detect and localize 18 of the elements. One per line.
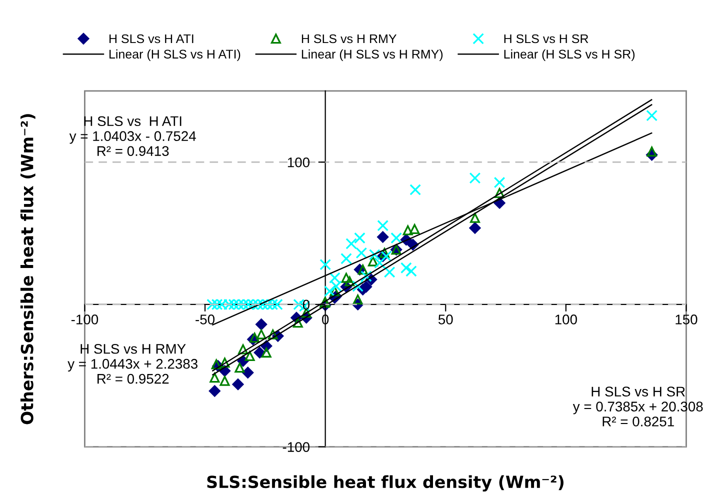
legend-label: Linear (H SLS vs H ATI) [110, 49, 240, 62]
legend-label: Linear (H SLS vs H SR) [504, 49, 635, 62]
annotation: H SLS vs H ATI y = 1.0403x - 0.7524 R² = 0.9413 [69, 116, 196, 156]
annotation: H SLS vs H RMY y = 1.0443x + 2.2383 R² = 0.9522 [68, 344, 198, 384]
legend-label: Linear (H SLS vs H RMY) [302, 49, 443, 62]
legend-label: H SLS vs H RMY [302, 34, 396, 44]
y-tick-label: 100 [288, 157, 310, 168]
x-tick-label: -50 [196, 314, 215, 324]
x-axis-title: SLS:Sensible heat flux density (Wm⁻²) [207, 475, 564, 492]
y-axis-title: Others:Sensible heat flux (Wm⁻²) [20, 114, 36, 424]
x-tick-label: 50 [438, 314, 453, 324]
annotation: H SLS vs H SR y = 0.7385x + 20.308 R² = 0.8251 [572, 386, 703, 426]
x-tick-label: 100 [555, 314, 577, 324]
legend-label: H SLS vs H ATI [110, 34, 194, 44]
x-tick-label: -100 [71, 314, 98, 324]
x-tick-label: 150 [676, 314, 698, 324]
y-tick-label: -100 [282, 442, 310, 452]
legend-label: H SLS vs H SR [504, 34, 588, 44]
